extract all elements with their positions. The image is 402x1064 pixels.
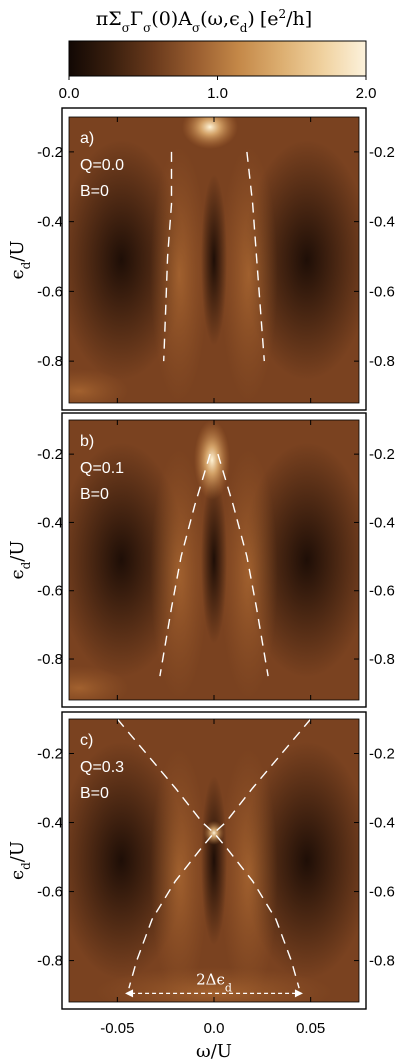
y-axis-label: ϵd/U xyxy=(7,540,33,579)
y-tick-label: -0.4 xyxy=(37,514,63,531)
y-tick-label: -0.6 xyxy=(37,283,63,300)
x-axis-label: ω/U xyxy=(196,1041,232,1062)
dashed-line-2 xyxy=(217,453,269,677)
arrowhead-left xyxy=(125,989,134,998)
panel-q-param: Q=0.1 xyxy=(80,460,124,477)
dashed-line-1 xyxy=(163,151,173,362)
dashed-line-2 xyxy=(128,718,312,989)
colorbar-bar xyxy=(68,40,367,77)
colorbar-tick-label: 0.0 xyxy=(59,85,80,102)
x-tick-label: 0.0 xyxy=(204,1020,225,1037)
y-tick-label: -0.8 xyxy=(37,353,63,370)
y-axis-label: ϵd/U xyxy=(7,841,33,880)
y-tick-label-right: -0.4 xyxy=(369,514,395,531)
colorbar-tick-label: 1.0 xyxy=(207,85,228,102)
panel-b: b) Q=0.1 B=0 -0.2 -0.2 -0.4 -0.4 -0.6 -0.6 -0.8 -0… xyxy=(7,412,395,708)
y-tick-label-right: -0.8 xyxy=(369,953,395,970)
y-tick-label-right: -0.8 xyxy=(369,353,395,370)
y-tick-label-right: -0.2 xyxy=(369,144,395,161)
heatmap-image xyxy=(69,420,359,700)
y-tick-label-right: -0.2 xyxy=(369,446,395,463)
panel-label: c) xyxy=(80,732,93,749)
panel-b-param: B=0 xyxy=(80,183,109,200)
y-tick-label: -0.8 xyxy=(37,953,63,970)
dashed-line-2 xyxy=(246,151,265,362)
colorbar-title: πΣσΓσ(0)Aσ(ω,ϵd) [e2/h] xyxy=(96,7,312,35)
y-tick-label: -0.4 xyxy=(37,214,63,231)
y-tick-label-right: -0.4 xyxy=(369,214,395,231)
y-tick-label: -0.8 xyxy=(37,651,63,668)
colorbar: 0.0 1.0 2.0 xyxy=(59,40,377,102)
panel-b-param: B=0 xyxy=(80,486,109,503)
y-tick-label: -0.6 xyxy=(37,583,63,600)
y-tick-label: -0.2 xyxy=(37,144,63,161)
y-tick-label-right: -0.6 xyxy=(369,283,395,300)
colorbar-tick-label: 2.0 xyxy=(356,85,377,102)
y-tick-label: -0.2 xyxy=(37,746,63,763)
arrowhead-right xyxy=(294,989,303,998)
y-tick-label: -0.6 xyxy=(37,884,63,901)
panel-a: a) Q=0.0 B=0 -0.2 -0.2 -0.4 -0.4 -0.6 -0.6 -0.8 -0… xyxy=(7,107,395,411)
panel-q-param: Q=0.0 xyxy=(80,157,124,174)
y-tick-label: -0.2 xyxy=(37,446,63,463)
panel-label: a) xyxy=(80,130,94,147)
y-tick-label-right: -0.2 xyxy=(369,746,395,763)
y-tick-label-right: -0.6 xyxy=(369,884,395,901)
dashed-line-1 xyxy=(116,718,300,989)
dashed-line-1 xyxy=(159,453,211,677)
panel-c: 2Δϵd c) Q=0.3 B=0 -0.2 -0.2 -0.4 -0.4 -0.6 -0.6 -0… xyxy=(7,711,395,1010)
y-axis-label: ϵd/U xyxy=(7,240,33,279)
x-tick-label: 0.05 xyxy=(296,1020,325,1037)
panel-label: b) xyxy=(80,433,94,450)
y-tick-label-right: -0.8 xyxy=(369,651,395,668)
heatmap-image xyxy=(69,719,359,1002)
heatmap-image xyxy=(69,117,359,403)
panel-q-param: Q=0.3 xyxy=(80,759,124,776)
delta-label: 2Δϵd xyxy=(196,970,232,994)
panel-b-param: B=0 xyxy=(80,785,109,802)
y-tick-label-right: -0.4 xyxy=(369,815,395,832)
y-tick-label: -0.4 xyxy=(37,815,63,832)
x-tick-label: -0.05 xyxy=(100,1020,134,1037)
y-tick-label-right: -0.6 xyxy=(369,583,395,600)
